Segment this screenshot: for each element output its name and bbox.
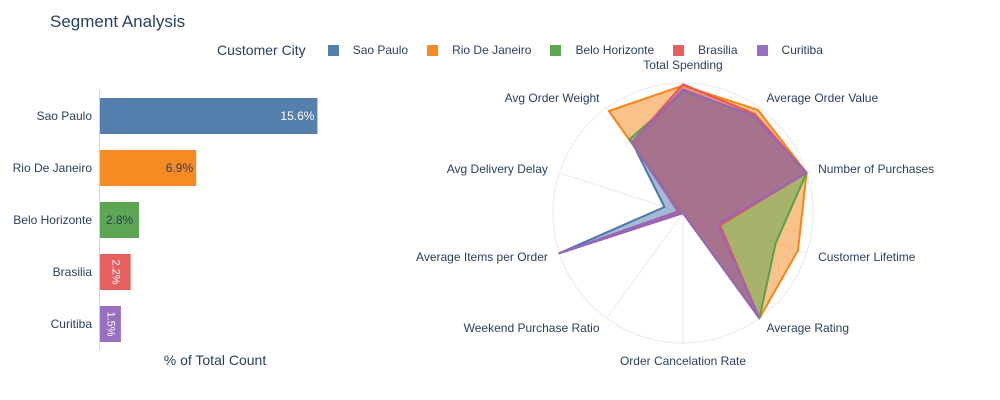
radar-series-belo-horizonte (558, 91, 808, 320)
radar-spoke (682, 107, 760, 214)
bar-value-label: 2.2% (109, 259, 121, 284)
radar-series-brasilia (558, 83, 808, 320)
legend-label: Curitiba (781, 43, 823, 57)
radar-spoke (682, 172, 807, 214)
legend-item-curitiba[interactable]: Curitiba (756, 43, 823, 57)
radar-axis-label: Average Order Value (767, 91, 879, 105)
radar-series-rio-de-janeiro (558, 84, 808, 320)
y-tick-label: Curitiba (51, 317, 93, 331)
radar-series-curitiba (558, 88, 808, 320)
radar-axis-label: Order Cancelation Rate (620, 354, 746, 368)
bar-belo-horizonte (100, 202, 140, 238)
legend-item-sao-paulo[interactable]: Sao Paulo (327, 43, 409, 57)
radar-axis-label: Avg Order Weight (505, 91, 601, 105)
radar-spoke (682, 212, 807, 254)
bar-value-label: 15.6% (280, 109, 314, 123)
y-tick-label: Brasilia (53, 265, 93, 279)
legend-title: Customer City (217, 42, 306, 58)
legend-swatch (756, 44, 768, 56)
radar-outer-ring (552, 82, 814, 344)
bar-curitiba (100, 306, 121, 342)
radar-spoke (559, 212, 684, 254)
radar-axis-label: Weekend Purchase Ratio (464, 321, 600, 335)
radar-axis-label: Average Items per Order (416, 250, 548, 264)
legend-swatch (673, 44, 685, 56)
radar-series-sao-paulo (558, 89, 808, 320)
y-tick-label: Sao Paulo (37, 109, 93, 123)
radar-axis-label: Total Spending (643, 58, 722, 72)
legend-item-brasilia[interactable]: Brasilia (673, 43, 738, 57)
bar-value-label: 1.5% (104, 311, 116, 336)
legend-swatch (427, 44, 439, 56)
radar-spoke (606, 212, 684, 319)
legend-item-belo-horizonte[interactable]: Belo Horizonte (550, 43, 654, 57)
chart-title: Segment Analysis (50, 12, 186, 31)
y-tick-label: Belo Horizonte (13, 213, 92, 227)
radar-axis-label: Number of Purchases (818, 162, 934, 176)
bar-brasilia (100, 254, 131, 290)
legend-item-rio-de-janeiro[interactable]: Rio De Janeiro (427, 43, 531, 57)
bar-value-label: 2.8% (106, 213, 134, 227)
radar-spoke (559, 172, 684, 214)
bar-chart: Sao Paulo 15.6% Rio De Janeiro 6.9% Belo Hor… (13, 90, 318, 368)
radar-spoke (606, 107, 684, 214)
radar-spoke (682, 212, 760, 319)
bar-rio-de-janeiro (100, 150, 197, 186)
radar-axis-label: Avg Delivery Delay (447, 162, 548, 176)
bar-sao-paulo (100, 98, 318, 134)
legend-label: Rio De Janeiro (452, 43, 532, 57)
radar-axis-label: Customer Lifetime (818, 250, 916, 264)
legend-label: Sao Paulo (352, 43, 409, 57)
bar-value-label: 6.9% (166, 161, 194, 175)
legend-swatch (550, 44, 562, 56)
legend-swatch (327, 44, 339, 56)
x-axis-title: % of Total Count (164, 352, 267, 368)
y-tick-label: Rio De Janeiro (13, 161, 93, 175)
legend-label: Brasilia (698, 43, 738, 57)
legend-label: Belo Horizonte (575, 43, 655, 57)
radar-axis-label: Average Rating (767, 321, 850, 335)
legend: Customer City Sao Paulo Rio De Janeiro B… (217, 40, 842, 60)
